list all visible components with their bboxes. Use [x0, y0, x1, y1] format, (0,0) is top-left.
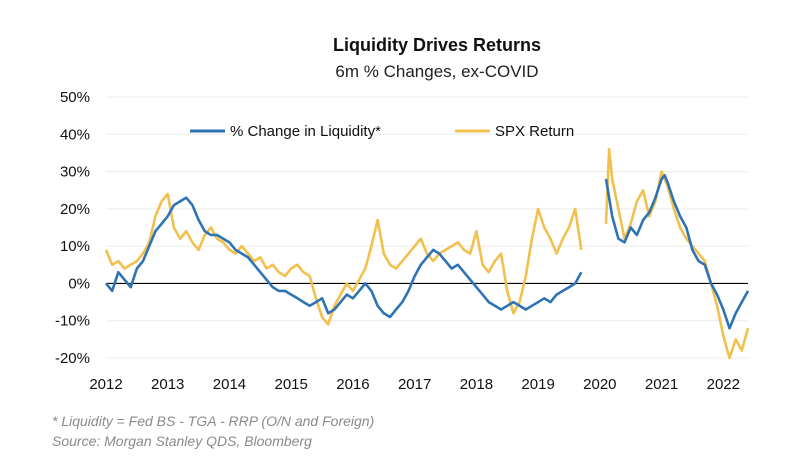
legend-label-liquidity: % Change in Liquidity*: [230, 123, 381, 140]
y-tick-label: -10%: [55, 313, 90, 330]
y-tick-label: 0%: [68, 275, 90, 292]
y-tick-label: -20%: [55, 350, 90, 367]
footnote-definition: * Liquidity = Fed BS - TGA - RRP (O/N an…: [52, 413, 374, 429]
legend-label-spx: SPX Return: [495, 123, 574, 140]
x-tick-label: 2013: [151, 376, 184, 393]
legend: % Change in Liquidity* SPX Return: [190, 123, 574, 140]
x-axis-ticks: 2012 2013 2014 2015 2016 2017 2018 2019 2020 2021…: [89, 376, 740, 393]
chart-title: Liquidity Drives Returns: [333, 35, 541, 55]
y-tick-label: 50%: [60, 89, 90, 106]
x-tick-label: 2021: [645, 376, 678, 393]
x-tick-label: 2020: [583, 376, 616, 393]
liquidity-line-segment: [104, 196, 583, 319]
x-tick-label: 2014: [213, 376, 246, 393]
x-tick-label: 2016: [336, 376, 369, 393]
series-lines: [104, 147, 750, 360]
x-tick-label: 2017: [398, 376, 431, 393]
x-tick-label: 2022: [707, 376, 740, 393]
grid-lines: [106, 96, 748, 359]
spx-line-segment: [604, 147, 750, 360]
x-tick-label: 2015: [275, 376, 308, 393]
y-tick-label: 40%: [60, 126, 90, 143]
footnote-source: Source: Morgan Stanley QDS, Bloomberg: [52, 433, 312, 449]
y-tick-label: 20%: [60, 201, 90, 218]
liquidity-line-segment: [604, 174, 750, 330]
y-tick-label: 30%: [60, 164, 90, 181]
y-tick-label: 10%: [60, 238, 90, 255]
x-tick-label: 2018: [460, 376, 493, 393]
x-tick-label: 2012: [89, 376, 122, 393]
spx-line-segment: [104, 192, 583, 326]
chart-subtitle: 6m % Changes, ex-COVID: [335, 62, 538, 81]
y-axis-ticks: 50% 40% 30% 20% 10% 0% -10% -20%: [55, 89, 90, 367]
x-tick-label: 2019: [521, 376, 554, 393]
